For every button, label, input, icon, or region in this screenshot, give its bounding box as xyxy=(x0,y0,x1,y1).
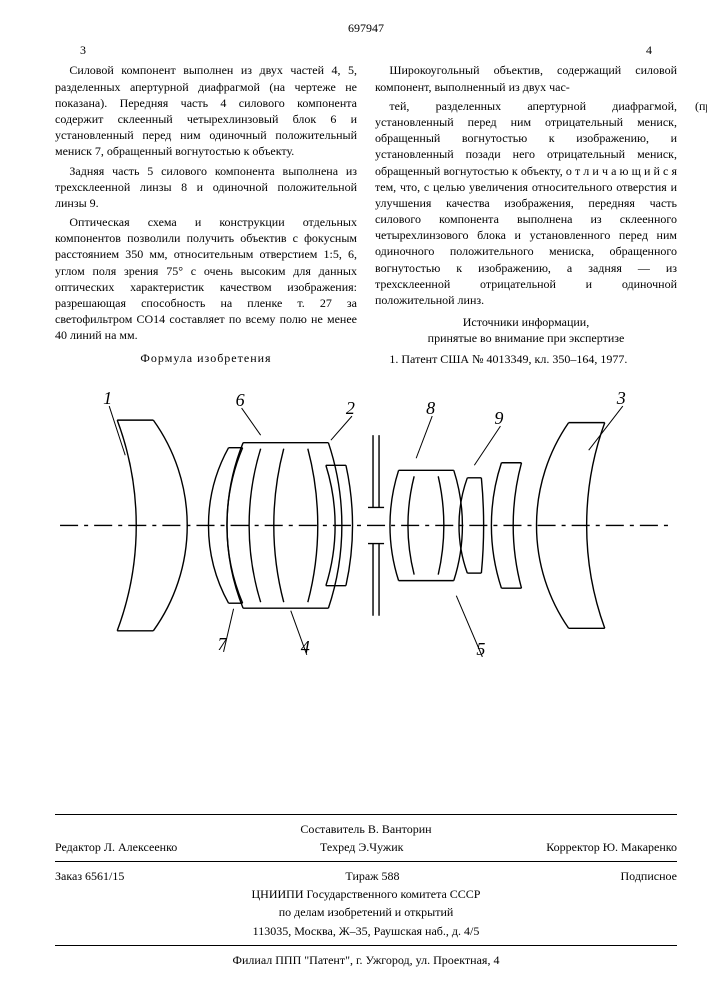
svg-text:1: 1 xyxy=(103,388,112,408)
divider xyxy=(55,814,677,815)
divider xyxy=(55,945,677,946)
reference: 3. Патент США № 3833290, кл. 350–164, 19… xyxy=(695,82,707,114)
paragraph: Задняя часть 5 силового компонента выпол… xyxy=(55,163,357,212)
svg-text:2: 2 xyxy=(346,398,355,418)
formula-header: Формула изобретения xyxy=(55,350,357,366)
paragraph: Широкоугольный объектив, содержащий сило… xyxy=(375,62,677,94)
podpisnoe: Подписное xyxy=(621,868,678,884)
tirazh: Тираж 588 xyxy=(345,868,399,884)
svg-text:4: 4 xyxy=(301,637,310,657)
patent-number: 697947 xyxy=(55,20,677,36)
svg-text:5: 5 xyxy=(476,639,485,659)
column-number-row: 3 4 xyxy=(80,42,652,58)
svg-text:6: 6 xyxy=(236,390,245,410)
order-row: Заказ 6561/15 Тираж 588 Подписное xyxy=(55,868,677,884)
credits-row: Редактор Л. Алексеенко Техред Э.Чужик Ко… xyxy=(55,839,677,855)
sources-header: Источники информации, принятые во вниман… xyxy=(375,314,677,346)
compiler: Составитель В. Ванторин xyxy=(55,821,677,837)
editor: Редактор Л. Алексеенко xyxy=(55,839,177,855)
reference: 2. Патент Великобритании № 1420672, кл. … xyxy=(695,62,707,78)
svg-text:9: 9 xyxy=(494,409,503,429)
paragraph: тей, разделенных апертурной диафрагмой, … xyxy=(375,98,677,308)
paragraph: Силовой компонент выполнен из двух часте… xyxy=(55,62,357,159)
address: 113035, Москва, Ж–35, Раушская наб., д. … xyxy=(55,923,677,939)
svg-text:8: 8 xyxy=(426,398,435,418)
filial: Филиал ППП "Патент", г. Ужгород, ул. Про… xyxy=(55,952,677,968)
corrector: Корректор Ю. Макаренко xyxy=(546,839,677,855)
divider xyxy=(55,861,677,862)
paragraph: Оптическая схема и конструкции отдельных… xyxy=(55,214,357,344)
footer: Составитель В. Ванторин Редактор Л. Алек… xyxy=(55,808,677,970)
reference: 1. Патент США № 4013349, кл. 350–164, 19… xyxy=(375,351,677,367)
svg-text:7: 7 xyxy=(218,634,228,654)
col-num-left: 3 xyxy=(80,42,86,58)
page: 697947 3 4 Силовой компонент выполнен из… xyxy=(0,0,707,1000)
text-columns: Силовой компонент выполнен из двух часте… xyxy=(55,62,677,372)
svg-text:3: 3 xyxy=(616,388,626,408)
order-number: Заказ 6561/15 xyxy=(55,868,124,884)
techred: Техред Э.Чужик xyxy=(320,839,403,855)
org-line: по делам изобретений и открытий xyxy=(55,904,677,920)
lens-diagram: 1 6 2 8 9 3 7 4 5 xyxy=(55,380,677,671)
org-line: ЦНИИПИ Государственного комитета СССР xyxy=(55,886,677,902)
col-num-right: 4 xyxy=(646,42,652,58)
